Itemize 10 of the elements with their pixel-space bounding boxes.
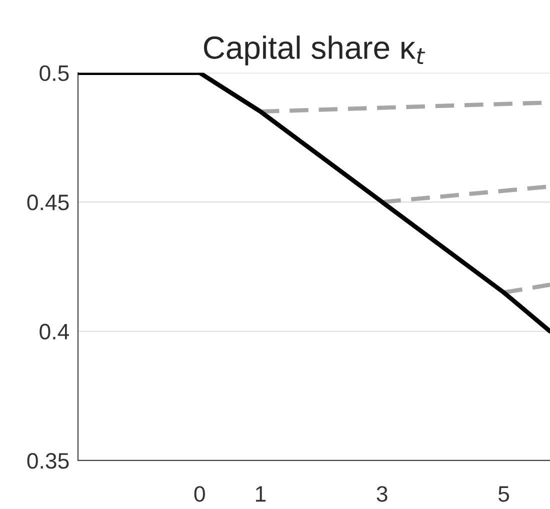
y-tick-label: 0.4 <box>40 324 70 340</box>
x-tick-label: 5 <box>498 486 510 502</box>
y-tick-label: 0.45 <box>27 194 69 210</box>
y-tick-label: 0.5 <box>40 65 69 82</box>
x-tick-label: 0 <box>194 486 205 502</box>
x-tick-label: 3 <box>376 486 388 502</box>
chart-title: Capital share κ$_{t}$ <box>204 36 426 66</box>
y-tick-label: 0.35 <box>27 453 69 469</box>
x-tick-label: 1 <box>256 486 266 502</box>
line-series <box>78 72 550 334</box>
